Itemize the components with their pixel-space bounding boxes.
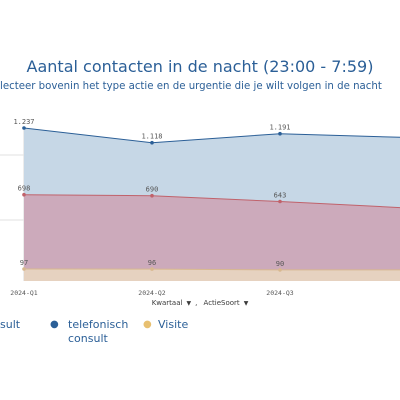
point-visite-0: [22, 267, 26, 271]
legend-label-sult[interactable]: sult: [0, 318, 21, 331]
chart-title: Aantal contacten in de nacht (23:00 - 7:…: [26, 57, 374, 76]
data-label-telefonisch-1: 1.118: [141, 133, 162, 141]
line-sult: [23, 194, 400, 209]
x-field-separator: ,: [195, 299, 200, 307]
x-axis-controls: Kwartaal ▼, ActieSoort ▼: [0, 299, 400, 307]
point-sult-1: [150, 193, 154, 198]
data-label-sult-0: 698: [18, 185, 31, 193]
point-visite-1: [150, 267, 154, 271]
data-label-visite-2: 90: [276, 260, 284, 268]
x-tick-label-2: 2024-Q3: [266, 289, 293, 297]
x-tick-label-1: 2024-Q2: [138, 289, 165, 297]
point-sult-0: [22, 192, 26, 197]
data-label-visite-1: 96: [148, 259, 156, 267]
legend-label-telefonisch-consult[interactable]: telefonisch consult: [68, 318, 129, 345]
area-visite: [24, 269, 400, 281]
point-telefonisch-1: [150, 140, 154, 145]
data-label-visite-0: 97: [20, 259, 28, 267]
point-sult-2: [278, 199, 282, 204]
legend-label-visite[interactable]: Visite: [158, 318, 189, 331]
chart-subtitle: lecteer bovenin het type actie en de urg…: [0, 81, 382, 92]
data-label-telefonisch-0: 1.237: [13, 118, 34, 126]
line-visite: [23, 268, 400, 271]
chevron-down-icon[interactable]: ▼: [243, 300, 249, 307]
point-telefonisch-2: [278, 131, 282, 136]
x-field-actiesoort[interactable]: ActieSoort: [203, 299, 240, 307]
chevron-down-icon[interactable]: ▼: [186, 300, 192, 307]
data-label-telefonisch-2: 1.191: [269, 124, 290, 132]
x-field-kwartaal[interactable]: Kwartaal: [151, 299, 183, 307]
x-tick-label-0: 2024-Q1: [10, 289, 37, 297]
data-label-sult-1: 690: [146, 186, 159, 194]
point-telefonisch-0: [22, 126, 26, 130]
area-sult: [24, 194, 400, 281]
legend-marker-visite: ●: [143, 319, 152, 330]
data-label-sult-2: 643: [274, 192, 287, 200]
point-visite-2: [278, 268, 282, 272]
line-telefonisch: [23, 127, 400, 144]
legend-marker-telefonisch: ●: [50, 319, 59, 330]
